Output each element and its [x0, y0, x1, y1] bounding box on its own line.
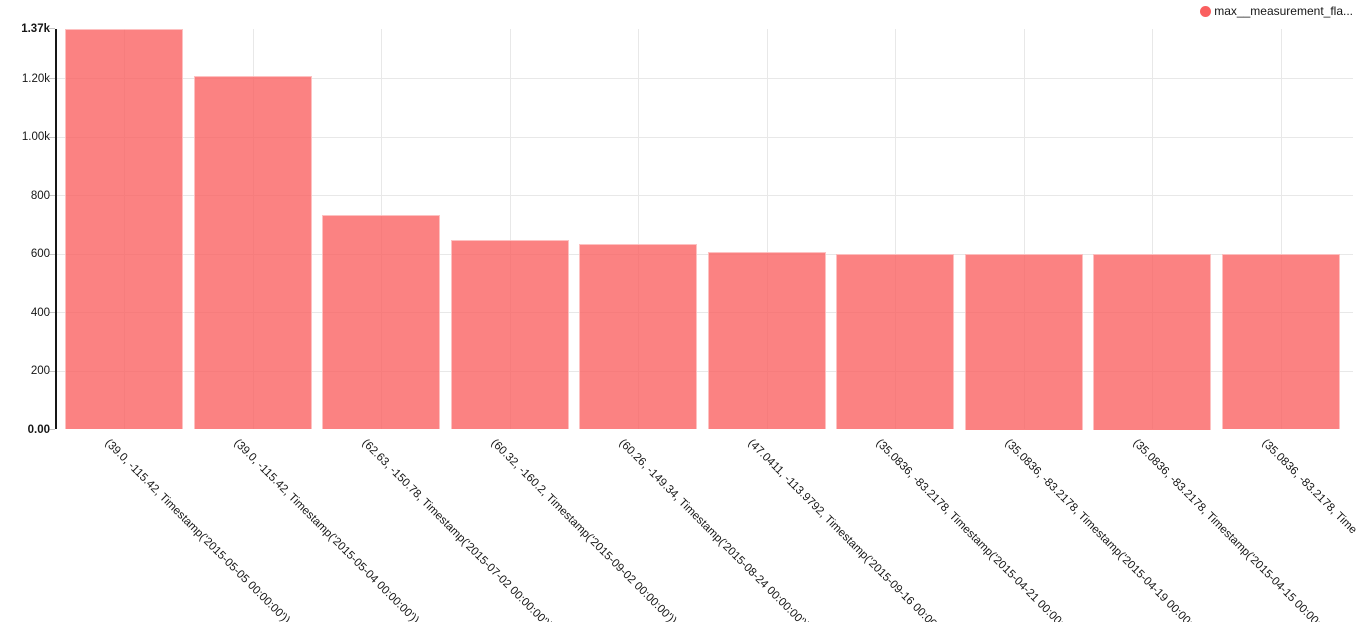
bar[interactable] [322, 215, 441, 430]
bar[interactable] [836, 253, 955, 430]
x-tick-label: (35.0836, -83.2178, Time [1259, 437, 1359, 537]
x-gridline [1023, 28, 1025, 430]
bar[interactable] [193, 76, 312, 430]
y-gridline [56, 195, 1353, 196]
y-tick-label: 1.20k [21, 72, 50, 85]
bar[interactable] [964, 254, 1083, 430]
x-gridline [895, 28, 897, 430]
y-tick-mark [49, 136, 55, 138]
bar[interactable] [65, 28, 184, 430]
y-gridline [56, 312, 1353, 313]
x-gridline [509, 28, 511, 430]
bar[interactable] [450, 239, 569, 430]
y-tick-mark [49, 78, 55, 79]
bar[interactable] [1093, 254, 1212, 430]
y-gridline [56, 370, 1353, 372]
x-gridline [638, 28, 640, 430]
x-gridline [1280, 28, 1282, 430]
y-tick-label: 0.00 [27, 423, 50, 436]
y-tick-label: 800 [30, 189, 50, 202]
y-tick-label: 200 [30, 365, 50, 377]
legend-item[interactable]: max__measurement_fla... [1200, 4, 1353, 18]
y-tick-mark [49, 312, 55, 313]
y-tick-label: 400 [30, 306, 50, 319]
y-tick-mark [49, 28, 55, 30]
x-gridline [1152, 28, 1154, 430]
y-gridline [56, 78, 1353, 79]
y-tick-label: 600 [30, 248, 50, 260]
bar[interactable] [707, 251, 826, 430]
legend-marker-icon [1200, 5, 1212, 17]
y-tick-mark [49, 253, 55, 255]
bar[interactable] [579, 244, 698, 430]
y-tick-label: 1.37k [21, 22, 50, 35]
bar[interactable] [1221, 254, 1340, 430]
y-axis-line [55, 28, 57, 430]
y-tick-mark [49, 195, 55, 196]
y-gridline [56, 136, 1353, 138]
y-gridline [56, 253, 1353, 255]
legend-series-label: max__measurement_fla... [1214, 4, 1353, 18]
x-gridline [766, 28, 768, 430]
y-tick-mark [49, 429, 55, 430]
y-tick-label: 1.00k [21, 131, 50, 143]
y-tick-mark [49, 370, 55, 372]
